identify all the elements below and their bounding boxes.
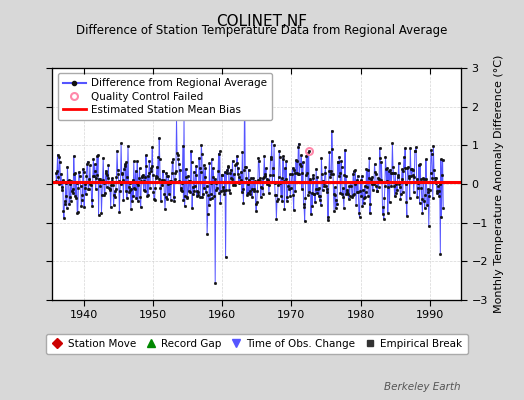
Text: Berkeley Earth: Berkeley Earth [385, 382, 461, 392]
Y-axis label: Monthly Temperature Anomaly Difference (°C): Monthly Temperature Anomaly Difference (… [494, 55, 504, 313]
Legend: Station Move, Record Gap, Time of Obs. Change, Empirical Break: Station Move, Record Gap, Time of Obs. C… [46, 334, 468, 354]
Text: Difference of Station Temperature Data from Regional Average: Difference of Station Temperature Data f… [77, 24, 447, 37]
Text: COLINET,NF: COLINET,NF [216, 14, 308, 29]
Legend: Difference from Regional Average, Quality Control Failed, Estimated Station Mean: Difference from Regional Average, Qualit… [58, 73, 272, 120]
